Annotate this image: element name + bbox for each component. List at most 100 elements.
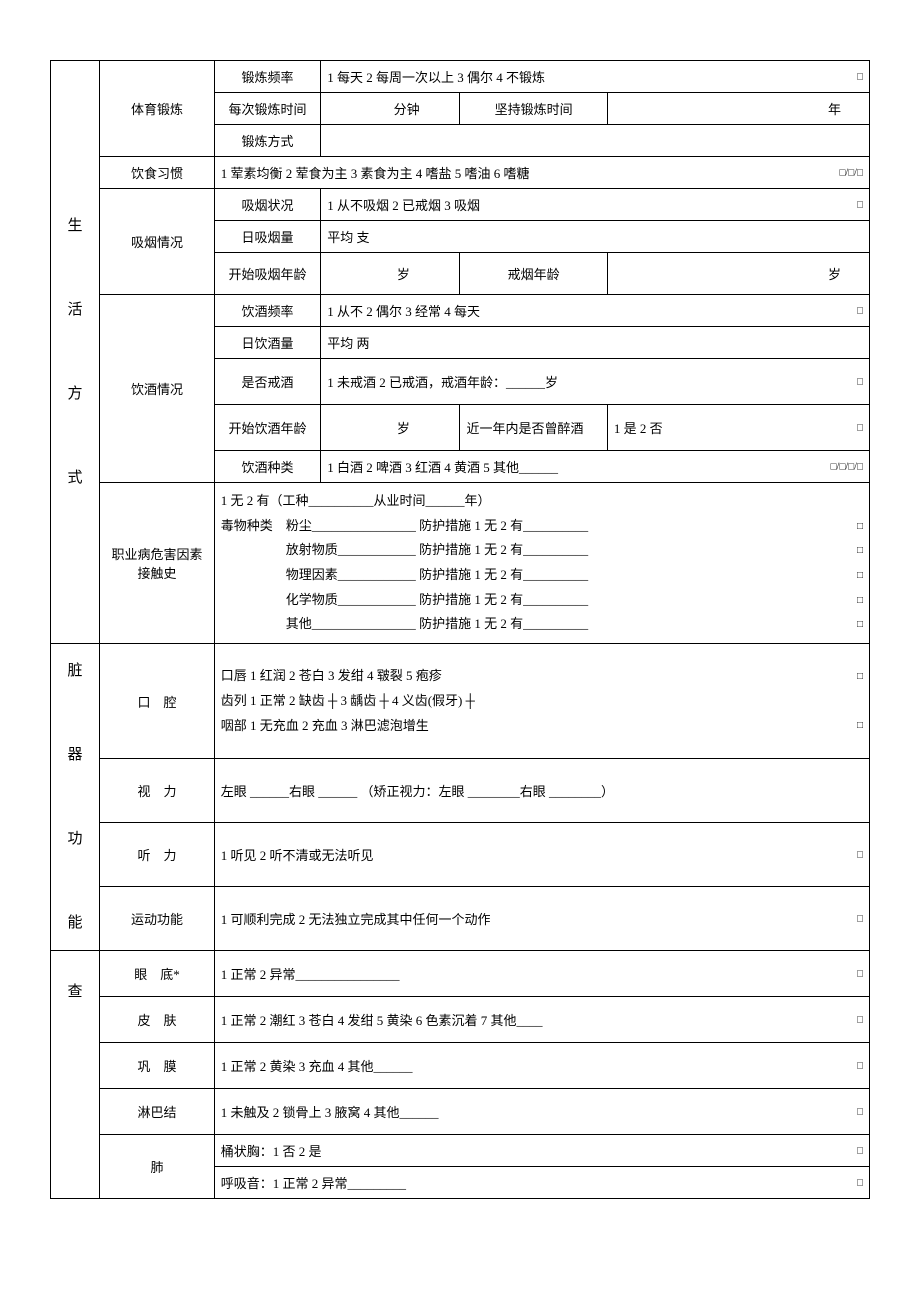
occ-item-2: 物理因素____________ 防护措施 1 无 2 有__________ … [221,563,863,588]
mouth-throat: 咽部 1 无充血 2 充血 3 淋巴滤泡增生 [221,714,851,739]
cell-smoke-daily[interactable]: 平均 支 [321,221,870,253]
row-occupational: 职业病危害因素接触史 [100,483,215,644]
checkbox-icon: □ [857,1060,863,1071]
checkbox-icon: □ [857,1106,863,1117]
unit-year: 年 [828,102,841,117]
unit-age: 岁 [397,421,410,436]
cell-exercise-freq: 1 每天 2 每周一次以上 3 偶尔 4 不锻炼 □ [321,61,870,93]
cell-vision[interactable]: 左眼 ______右眼 ______ （矫正视力：左眼 ________右眼 _… [214,759,869,823]
health-form-table: 生活方式 体育锻炼 锻炼频率 1 每天 2 每周一次以上 3 偶尔 4 不锻炼 … [50,60,870,1199]
row-exercise: 体育锻炼 [100,61,215,157]
label-smoke-quit: 戒烟年龄 [460,253,607,295]
lung-barrel: 桶状胸：1 否 2 是 [221,1144,322,1159]
cell-sclera: 1 正常 2 黄染 3 充血 4 其他______ □ [214,1043,869,1089]
label-smoke-status: 吸烟状况 [214,189,320,221]
row-motor: 运动功能 [100,887,215,951]
checkbox-icon: □/□/□ [839,167,863,178]
row-diet: 饮食习惯 [100,157,215,189]
checkbox-icon: □ [851,615,863,634]
cell-exercise-each-min[interactable]: x 分钟 [321,93,460,125]
exercise-freq-options: 1 每天 2 每周一次以上 3 偶尔 4 不锻炼 [327,70,545,85]
cell-mouth: 口唇 1 红润 2 苍白 3 发绀 4 皲裂 5 疱疹 □ 齿列 1 正常 2 缺… [214,644,869,759]
checkbox-icon: □ [857,968,863,979]
checkbox-icon: □ [857,1145,863,1156]
lymph-options: 1 未触及 2 锁骨上 3 腋窝 4 其他______ [221,1105,439,1120]
checkbox-icon: □ [857,305,863,316]
checkbox-icon: □ [857,849,863,860]
checkbox-icon: □ [857,913,863,924]
row-fundus: 眼 底* [100,951,215,997]
row-drink: 饮酒情况 [100,295,215,483]
unit-age: 岁 [828,267,841,282]
row-smoke: 吸烟情况 [100,189,215,295]
cell-exercise-mode[interactable] [321,125,870,157]
row-sclera: 巩 膜 [100,1043,215,1089]
drink-freq-options: 1 从不 2 偶尔 3 经常 4 每天 [327,304,480,319]
row-hearing: 听 力 [100,823,215,887]
label-drink-daily: 日饮酒量 [214,327,320,359]
label-drink-freq: 饮酒频率 [214,295,320,327]
cell-lymph: 1 未触及 2 锁骨上 3 腋窝 4 其他______ □ [214,1089,869,1135]
smoke-status-options: 1 从不吸烟 2 已戒烟 3 吸烟 [327,198,480,213]
label-drink-quit: 是否戒酒 [214,359,320,405]
row-skin: 皮 肤 [100,997,215,1043]
label-drink-start: 开始饮酒年龄 [214,405,320,451]
occ-item-4: 其他________________ 防护措施 1 无 2 有_________… [221,612,863,637]
cell-motor: 1 可顺利完成 2 无法独立完成其中任何一个动作 □ [214,887,869,951]
label-drink-type: 饮酒种类 [214,451,320,483]
row-lymph: 淋巴结 [100,1089,215,1135]
sclera-options: 1 正常 2 黄染 3 充血 4 其他______ [221,1059,413,1074]
checkbox-icon: □ [851,591,863,610]
checkbox-icon: □ [857,1177,863,1188]
cell-drink-quit: 1 未戒酒 2 已戒酒，戒酒年龄：______岁 □ [321,359,870,405]
occ-pre: 毒物种类 [221,518,273,533]
cell-diet: 1 荤素均衡 2 荤食为主 3 素食为主 4 嗜盐 5 嗜油 6 嗜糖 □/□/… [214,157,869,189]
row-lung: 肺 [100,1135,215,1199]
cell-drink-freq: 1 从不 2 偶尔 3 经常 4 每天 □ [321,295,870,327]
cell-lung-breath: 呼吸音：1 正常 2 异常_________ □ [214,1167,869,1199]
mouth-teeth: 齿列 1 正常 2 缺齿 ┼ 3 龋齿 ┼ 4 义齿(假牙) ┼ [221,689,863,714]
diet-options: 1 荤素均衡 2 荤食为主 3 素食为主 4 嗜盐 5 嗜油 6 嗜糖 [221,166,530,181]
checkbox-icon: □ [857,376,863,387]
label-smoke-daily: 日吸烟量 [214,221,320,253]
occ-item-1: 放射物质____________ 防护措施 1 无 2 有__________ … [221,538,863,563]
hearing-options: 1 听见 2 听不清或无法听见 [221,848,374,863]
cell-fundus: 1 正常 2 异常________________ □ [214,951,869,997]
checkbox-icon: □ [851,541,863,560]
occ-line0: 1 无 2 有（工种__________从业时间______年） [221,489,863,514]
checkbox-icon: □ [857,199,863,210]
unit-minute: 分钟 [394,102,420,117]
unit-age: 岁 [397,267,410,282]
drink-quit-options: 1 未戒酒 2 已戒酒，戒酒年龄：______岁 [327,375,558,390]
checkbox-icon: □ [857,1014,863,1025]
cell-smoke-quit[interactable]: 岁 [607,253,869,295]
cell-drink-daily[interactable]: 平均 两 [321,327,870,359]
motor-options: 1 可顺利完成 2 无法独立完成其中任何一个动作 [221,912,491,927]
row-mouth: 口 腔 [100,644,215,759]
cell-smoke-status: 1 从不吸烟 2 已戒烟 3 吸烟 □ [321,189,870,221]
checkbox-icon: □ [851,566,863,585]
checkbox-icon: □ [857,71,863,82]
cell-exercise-persist[interactable]: 年 [607,93,869,125]
cell-drink-type: 1 白酒 2 啤酒 3 红酒 4 黄酒 5 其他______ □/□/□/□ [321,451,870,483]
checkbox-icon: □/□/□/□ [831,461,864,472]
mouth-lips: 口唇 1 红润 2 苍白 3 发绀 4 皲裂 5 疱疹 [221,664,851,689]
label-exercise-mode: 锻炼方式 [214,125,320,157]
occ-item-3: 化学物质____________ 防护措施 1 无 2 有__________ … [221,588,863,613]
checkbox-icon: □ [851,517,863,536]
section-exam: 查 [51,951,100,1199]
checkbox-icon: □ [851,716,863,735]
label-drunk: 近一年内是否曾醉酒 [460,405,607,451]
drunk-options: 1 是 2 否 [614,421,663,436]
label-smoke-start: 开始吸烟年龄 [214,253,320,295]
label-exercise-persist: 坚持锻炼时间 [460,93,607,125]
cell-drunk: 1 是 2 否 □ [607,405,869,451]
cell-drink-start[interactable]: 岁 [321,405,460,451]
cell-lung-barrel: 桶状胸：1 否 2 是 □ [214,1135,869,1167]
cell-smoke-start[interactable]: 岁 [321,253,460,295]
section-organ: 脏器功能 [51,644,100,951]
drink-type-options: 1 白酒 2 啤酒 3 红酒 4 黄酒 5 其他______ [327,460,558,475]
label-exercise-freq: 锻炼频率 [214,61,320,93]
cell-occupational: 1 无 2 有（工种__________从业时间______年） 毒物种类 粉尘… [214,483,869,644]
occ-item-0: 毒物种类 粉尘________________ 防护措施 1 无 2 有____… [221,514,863,539]
